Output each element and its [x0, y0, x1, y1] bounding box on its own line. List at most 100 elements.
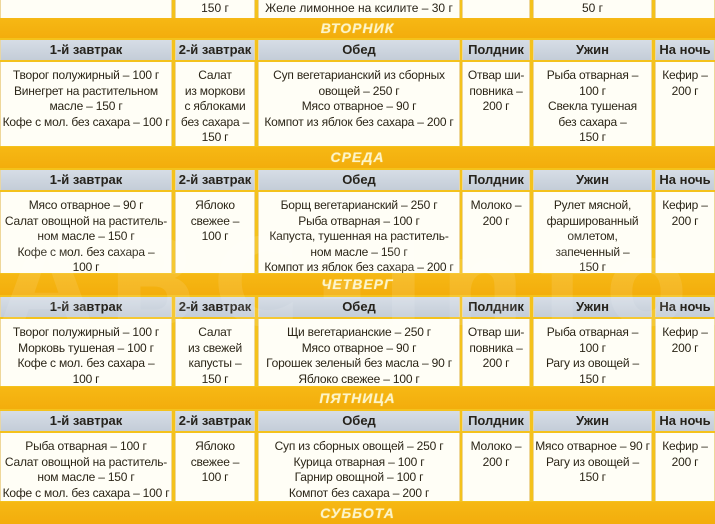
- meal-line: Рыба отварная –: [546, 68, 639, 82]
- cell-lunch: Борщ вегетарианский – 250 г Рыба отварная…: [258, 192, 460, 273]
- col-header-snack: Полдник: [462, 170, 530, 190]
- meal-line: Отвар ши-: [467, 68, 525, 82]
- meal-line: Суп из сборных овощей – 250 г: [274, 439, 444, 453]
- meal-line: 200 г: [671, 340, 699, 355]
- col-header-snack: Полдник: [462, 297, 530, 317]
- meal-line: Яблоко: [195, 198, 235, 212]
- meal-line: Мясо отварное – 90 г: [28, 198, 144, 212]
- meal-line: ном масле – 150 г: [37, 229, 135, 243]
- meal-line: Горошек зеленый без масла – 90 г: [266, 356, 452, 370]
- col-header-breakfast1: 1-й завтрак: [0, 297, 172, 317]
- meal-line: Отвар ши-: [467, 325, 525, 339]
- cell-breakfast1: Творог полужирный – 100 г Морковь тушеная…: [0, 319, 172, 386]
- meal-line: омлетом,: [567, 229, 618, 243]
- meal-line: повника –: [469, 83, 523, 98]
- meal-line: Компот из яблок без сахара – 200 г: [264, 114, 454, 129]
- meal-line: 150 г: [579, 130, 606, 144]
- meal-line: 100 г: [72, 260, 100, 273]
- col-header-breakfast2: 2-й завтрак: [175, 297, 255, 317]
- meal-line: Рулет мясной,: [553, 198, 632, 212]
- meal-line: повника –: [469, 340, 523, 355]
- header-row: 1-й завтрак 2-й завтрак Обед Полдник Ужи…: [0, 40, 715, 60]
- header-row: 1-й завтрак 2-й завтрак Обед Полдник Ужи…: [0, 297, 715, 317]
- cell-breakfast1: Творог полужирный – 100 г Винегрет на рас…: [0, 62, 172, 146]
- meal-line: без сахара –: [558, 114, 627, 129]
- cell-breakfast2: Салат из моркови с яблоками без сахара –150…: [175, 62, 255, 146]
- meal-line: из свежей: [188, 340, 242, 355]
- col-header-breakfast1: 1-й завтрак: [0, 411, 172, 431]
- col-header-breakfast1: 1-й завтрак: [0, 170, 172, 190]
- meal-line: 150 г: [579, 260, 606, 273]
- cell-breakfast1: Мясо отварное – 90 г Салат овощной на рас…: [0, 192, 172, 273]
- meal-line: Молоко –: [470, 439, 522, 453]
- meal-line: Мясо отварное – 90 г: [301, 99, 417, 113]
- meal-line: Кофе с мол. без сахара – 100 г: [2, 485, 170, 500]
- meal-line: 100 г: [579, 83, 606, 98]
- cell-lunch: Суп из сборных овощей – 250 г Курица отва…: [258, 433, 460, 501]
- cell-breakfast2: 150 г: [175, 0, 255, 18]
- meal-line: Свекла тушеная: [548, 99, 637, 113]
- day-content-row-wednesday: Мясо отварное – 90 г Салат овощной на рас…: [0, 192, 715, 273]
- meal-line: Творог полужирный – 100 г: [12, 325, 160, 339]
- meal-line: Курица отварная – 100 г: [293, 454, 425, 469]
- meal-line: 200 г: [482, 213, 510, 228]
- cell-dinner: 50 г: [533, 0, 652, 18]
- col-header-lunch: Обед: [258, 170, 460, 190]
- meal-line: запеченный –: [555, 244, 630, 259]
- meal-line: с яблоками: [184, 99, 246, 113]
- cell-night: Кефир –200 г: [655, 433, 715, 501]
- meal-line: Кефир –: [662, 68, 708, 82]
- meal-line: Рагу из овощей –: [545, 454, 640, 469]
- cell-snack: [462, 0, 530, 18]
- meal-line: Кофе с мол. без сахара –: [17, 356, 155, 370]
- cell-breakfast2: Яблоко свежее –100 г: [175, 192, 255, 273]
- meal-line: 100 г: [201, 470, 229, 484]
- meal-line: 150 г: [579, 470, 606, 484]
- col-header-lunch: Обед: [258, 40, 460, 60]
- col-header-night: На ночь: [655, 170, 715, 190]
- cell-lunch: Желе лимонное на ксилите – 30 г: [258, 0, 460, 18]
- col-header-breakfast2: 2-й завтрак: [175, 40, 255, 60]
- meal-line: масле – 150 г: [49, 99, 123, 113]
- col-header-snack: Полдник: [462, 411, 530, 431]
- meal-line: фаршированный: [546, 213, 639, 228]
- col-header-snack: Полдник: [462, 40, 530, 60]
- meal-line: свежее –: [190, 213, 240, 228]
- header-row: 1-й завтрак 2-й завтрак Обед Полдник Ужи…: [0, 411, 715, 431]
- cell-dinner: Рулет мясной, фаршированный омлетом, запече…: [533, 192, 652, 273]
- meal-line: 200 г: [671, 213, 699, 228]
- cell-night: Кефир –200 г: [655, 192, 715, 273]
- col-header-breakfast1: 1-й завтрак: [0, 40, 172, 60]
- col-header-dinner: Ужин: [533, 40, 652, 60]
- day-banner-saturday: СУББОТА: [0, 502, 715, 524]
- meal-line: Яблоко: [195, 439, 235, 453]
- cell-night: Кефир –200 г: [655, 62, 715, 146]
- cell-lunch: Суп вегетарианский из сборных овощей – 25…: [258, 62, 460, 146]
- meal-line: Щи вегетарианские – 250 г: [286, 325, 431, 339]
- meal-line: 150 г: [579, 371, 606, 386]
- cell-breakfast1: Рыба отварная – 100 г Салат овощной на ра…: [0, 433, 172, 501]
- meal-line: Кефир –: [662, 198, 708, 212]
- meal-line: Суп вегетарианский из сборных: [273, 68, 445, 82]
- cell-dinner: Рыба отварная –100 г Рагу из овощей –150 …: [533, 319, 652, 386]
- previous-day-content-row: 150 г Желе лимонное на ксилите – 30 г 50…: [0, 0, 715, 18]
- col-header-night: На ночь: [655, 411, 715, 431]
- meal-line: Салат овощной на раститель-: [4, 213, 168, 228]
- col-header-night: На ночь: [655, 297, 715, 317]
- cell-night: Кефир –200 г: [655, 319, 715, 386]
- meal-line: Рыба отварная – 100 г: [298, 213, 420, 228]
- meal-line: Борщ вегетарианский – 250 г: [280, 198, 438, 212]
- day-banner-thursday: ЧЕТВЕРГ: [0, 274, 715, 295]
- meal-line: 100 г: [579, 340, 606, 355]
- day-content-row-friday: Рыба отварная – 100 г Салат овощной на ра…: [0, 433, 715, 501]
- meal-line: овощей – 250 г: [318, 83, 400, 98]
- meal-line: Кофе с мол. без сахара – 100 г: [2, 114, 170, 129]
- meal-line: Гарнир овощной – 100 г: [294, 470, 424, 484]
- cell-snack: Отвар ши-повника –200 г: [462, 319, 530, 386]
- day-banner-friday: ПЯТНИЦА: [0, 387, 715, 409]
- header-row: 1-й завтрак 2-й завтрак Обед Полдник Ужи…: [0, 170, 715, 190]
- col-header-breakfast2: 2-й завтрак: [175, 411, 255, 431]
- cell-dinner: Мясо отварное – 90 г Рагу из овощей –150 …: [533, 433, 652, 501]
- meal-line: 200 г: [671, 83, 699, 98]
- meal-line: Компот из яблок без сахара – 200 г: [264, 260, 454, 273]
